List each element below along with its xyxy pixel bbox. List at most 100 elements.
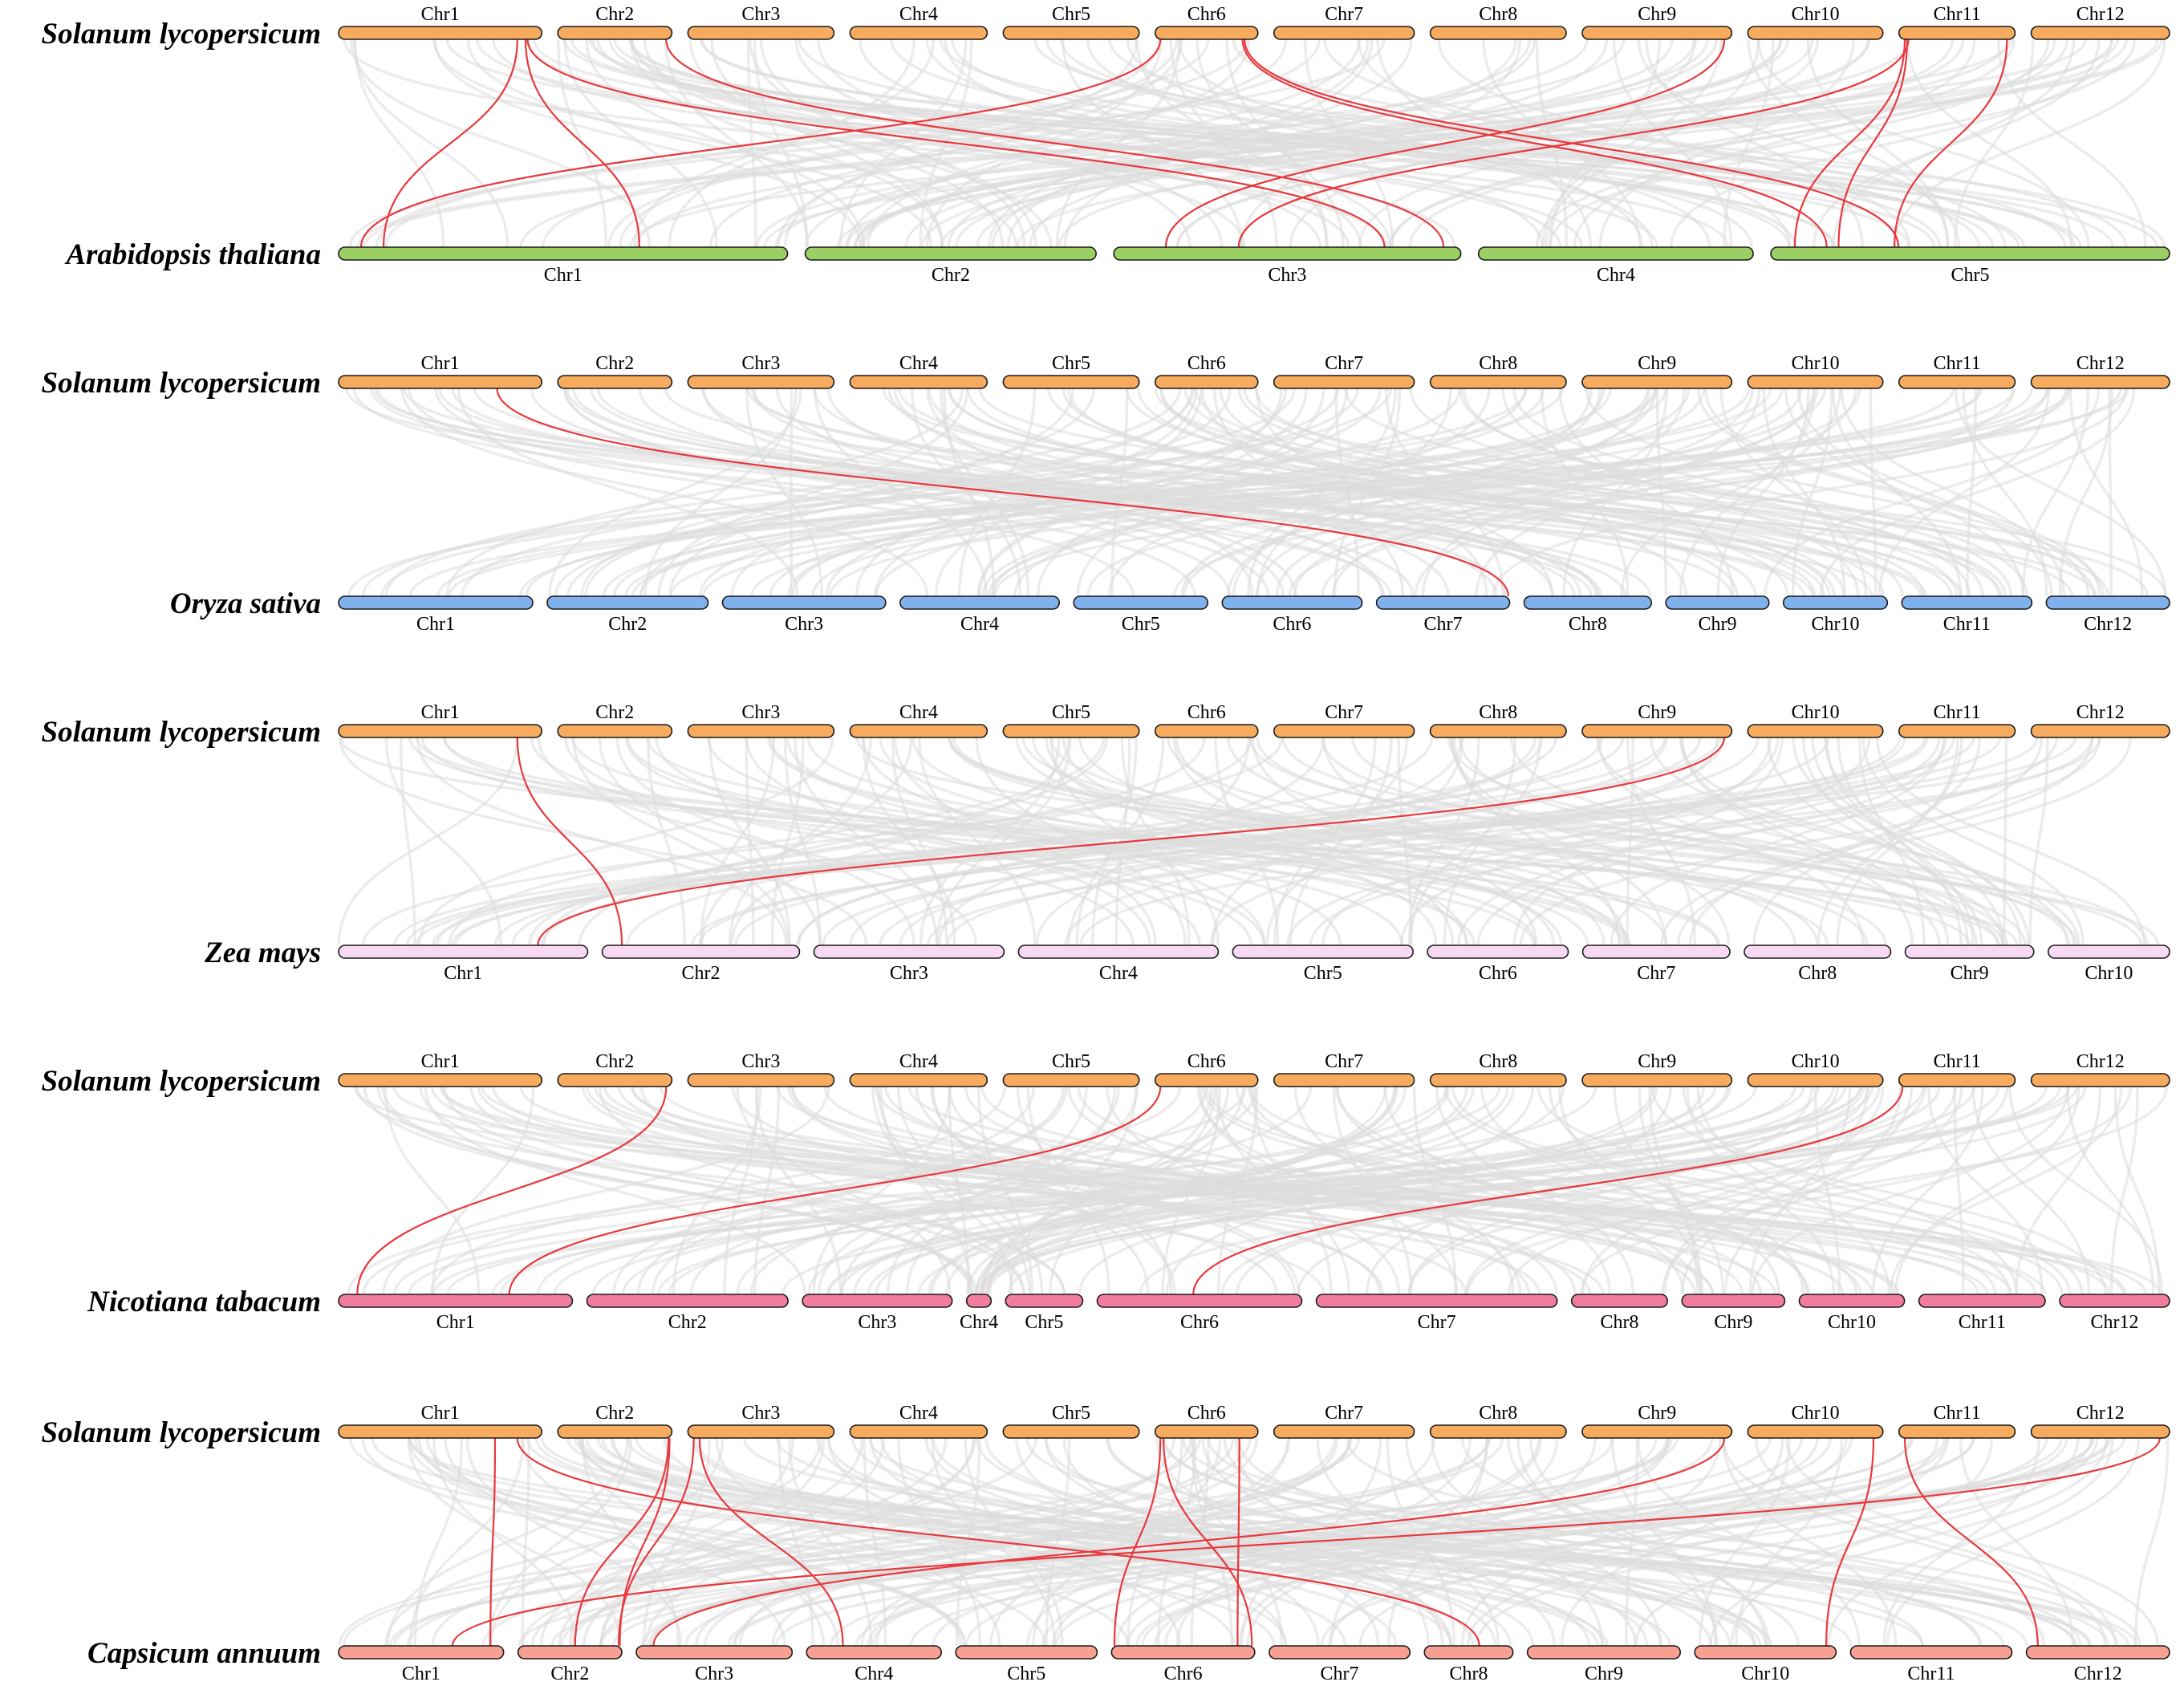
background-link <box>854 39 1789 248</box>
chromosome-bar <box>1849 1645 2013 1660</box>
chromosome-chr2: Chr2 <box>557 1403 673 1439</box>
background-link <box>2109 1086 2139 1295</box>
chromosome-chr5: Chr5 <box>955 1645 1098 1684</box>
background-link <box>2015 1086 2102 1295</box>
chromosome-label: Chr8 <box>1798 963 1837 984</box>
chromosome-label: Chr12 <box>2084 614 2132 635</box>
highlighted-link <box>359 39 1162 248</box>
chromosome-bar <box>955 1645 1098 1660</box>
chromosome-chr12: Chr12 <box>2059 1294 2170 1333</box>
chromosome-bar <box>338 1645 505 1660</box>
background-link <box>729 737 1070 946</box>
chromosome-chr10: Chr10 <box>1798 1294 1906 1333</box>
chromosome-bar <box>1269 1645 1411 1660</box>
chromosome-label: Chr3 <box>1268 265 1306 286</box>
chromosome-label: Chr8 <box>1449 1664 1488 1684</box>
chromosome-chr2: Chr2 <box>586 1294 789 1333</box>
chromosome-chr6: Chr6 <box>1221 595 1363 635</box>
background-link <box>893 737 1157 946</box>
chromosome-chr7: Chr7 <box>1273 1051 1415 1087</box>
background-link <box>337 737 519 946</box>
chromosome-label: Chr6 <box>1187 1403 1226 1424</box>
chromosome-bar <box>1681 1294 1786 1308</box>
chromosome-chr8: Chr8 <box>1429 4 1567 40</box>
background-link <box>1748 1086 1852 1295</box>
background-link <box>445 39 1730 248</box>
target-track: Chr1 Chr2 Chr3 Chr4 Chr5 Chr6 Chr7 Chr8 Chr9 Chr1… <box>338 1645 2170 1684</box>
chromosome-chr4: Chr4 <box>806 1645 942 1684</box>
chromosome-label: Chr2 <box>595 1051 634 1072</box>
chromosome-bar <box>1429 724 1567 738</box>
chromosome-label: Chr6 <box>1479 963 1517 984</box>
chromosome-chr6: Chr6 <box>1154 1051 1259 1087</box>
background-link <box>564 737 1135 946</box>
background-link <box>1751 1086 2070 1295</box>
background-link <box>1655 388 1668 597</box>
background-link <box>487 1437 632 1647</box>
background-link <box>862 737 956 946</box>
background-link <box>1139 1086 2087 1295</box>
chromosome-bar <box>557 724 673 738</box>
chromosome-label: Chr11 <box>1934 1403 1981 1424</box>
chromosome-label: Chr2 <box>595 1403 634 1424</box>
synteny-panels: Chr1 Chr2 Chr3 Chr4 Chr5 Chr6 Chr7 Chr8 Chr9 Chr1… <box>42 4 2170 1684</box>
chromosome-chr4: Chr4 <box>849 1403 988 1439</box>
background-links <box>345 388 2168 597</box>
panel-3: Chr1 Chr2 Chr3 Chr4 Chr5 Chr6 Chr7 Chr8 Chr9 Chr1… <box>42 702 2170 984</box>
chromosome-label: Chr10 <box>1792 353 1840 374</box>
chromosome-bar <box>1005 1294 1084 1308</box>
background-link <box>1802 737 1969 946</box>
chromosome-chr1: Chr1 <box>338 1403 543 1439</box>
chromosome-label: Chr11 <box>1934 353 1981 374</box>
chromosome-chr2: Chr2 <box>601 945 801 984</box>
chromosome-bar <box>1747 1073 1884 1087</box>
background-link <box>393 1437 1674 1647</box>
background-link <box>950 39 1753 248</box>
background-link <box>408 1437 525 1647</box>
chromosome-label: Chr1 <box>421 353 460 374</box>
highlighted-link <box>1164 39 1726 248</box>
chromosome-bar <box>1581 1424 1733 1439</box>
background-link <box>869 1437 1287 1647</box>
background-link <box>1893 39 2166 248</box>
chromosome-label: Chr10 <box>1812 614 1860 635</box>
chromosome-bar <box>1523 595 1653 610</box>
background-link <box>1320 1437 2093 1647</box>
chromosome-bar <box>1002 26 1140 40</box>
background-link <box>635 39 1626 248</box>
chromosome-chr1: Chr1 <box>338 702 543 738</box>
chromosome-label: Chr1 <box>421 702 460 723</box>
background-link <box>647 1437 1614 1647</box>
background-link <box>1060 39 1981 248</box>
reference-track: Chr1 Chr2 Chr3 Chr4 Chr5 Chr6 Chr7 Chr8 Chr9 Chr1… <box>338 4 2170 40</box>
background-link <box>384 737 502 946</box>
background-link <box>927 388 1554 597</box>
background-link <box>1033 39 2166 248</box>
chromosome-chr4: Chr4 <box>960 1294 998 1333</box>
chromosome-label: Chr8 <box>1479 1403 1517 1424</box>
background-link <box>520 1437 840 1647</box>
chromosome-chr11: Chr11 <box>1898 4 2016 40</box>
background-link <box>612 1086 1035 1295</box>
background-link <box>1399 737 1772 946</box>
chromosome-label: Chr2 <box>932 265 970 286</box>
chromosome-bar <box>687 1424 835 1439</box>
chromosome-chr3: Chr3 <box>802 1294 953 1333</box>
chromosome-chr10: Chr10 <box>1747 353 1884 389</box>
chromosome-label: Chr10 <box>1792 702 1840 723</box>
chromosome-label: Chr5 <box>1007 1664 1045 1684</box>
chromosome-bar <box>721 595 887 610</box>
chromosome-chr7: Chr7 <box>1273 353 1415 389</box>
chromosome-chr1: Chr1 <box>338 1051 543 1087</box>
chromosome-label: Chr7 <box>1325 702 1363 723</box>
chromosome-bar <box>1581 945 1731 959</box>
background-link <box>1464 1086 1957 1295</box>
background-link <box>978 388 2149 597</box>
background-link <box>1167 737 1819 946</box>
background-link <box>1409 388 1984 597</box>
chromosome-chr5: Chr5 <box>1002 702 1140 738</box>
chromosome-bar <box>546 595 709 610</box>
background-link <box>469 1086 1066 1295</box>
chromosome-label: Chr3 <box>741 353 780 374</box>
background-link <box>2066 1086 2155 1295</box>
